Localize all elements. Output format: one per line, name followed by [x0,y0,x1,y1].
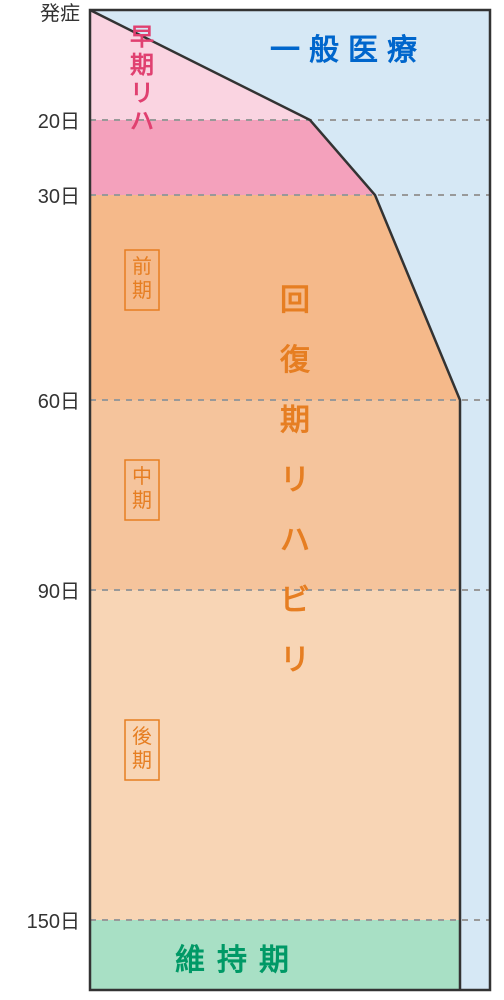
ylabel-60: 60日 [38,391,80,413]
ylabel-90: 90日 [38,581,80,603]
diagram-container: 発症 20日 30日 60日 90日 150日 一般医療 早 期 リ ハ 回 復… [0,0,504,1000]
ylabel-30: 30日 [38,186,80,208]
ylabel-20: 20日 [38,111,80,133]
ylabel-onset: 発症 [40,2,80,25]
rehab-timeline-chart: 発症 20日 30日 60日 90日 150日 一般医療 早 期 リ ハ 回 復… [0,0,504,1000]
title-general-medical: 一般医療 [270,34,426,67]
title-maintenance: 維持期 [175,944,301,977]
ylabel-150: 150日 [27,911,80,933]
